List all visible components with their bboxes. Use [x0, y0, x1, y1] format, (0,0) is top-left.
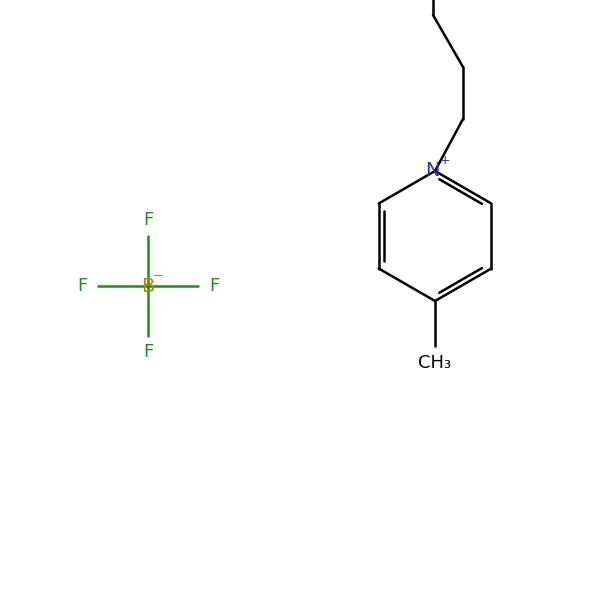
Text: N: N — [425, 162, 439, 181]
Text: F: F — [209, 277, 219, 295]
Text: F: F — [143, 343, 153, 361]
Text: CH₃: CH₃ — [418, 354, 452, 372]
Text: −: − — [153, 269, 163, 283]
Text: +: + — [439, 154, 451, 166]
Text: F: F — [143, 211, 153, 229]
Text: B: B — [141, 277, 155, 296]
Text: F: F — [77, 277, 87, 295]
